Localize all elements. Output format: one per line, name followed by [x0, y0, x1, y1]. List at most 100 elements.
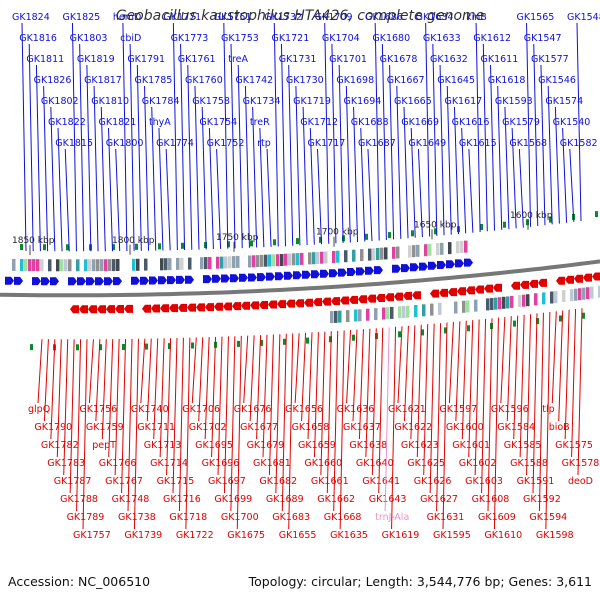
gene-label[interactable]: GK1637: [343, 422, 381, 433]
gene-label[interactable]: GK1578: [562, 458, 600, 469]
gene-label[interactable]: GK1785: [135, 75, 173, 86]
gene-label[interactable]: GK1695: [195, 440, 233, 451]
gene-label[interactable]: GK1731: [279, 54, 317, 65]
gene-label[interactable]: GK1791: [127, 54, 165, 65]
gene-label[interactable]: GK1754: [199, 117, 237, 128]
gene-label[interactable]: GK1713: [144, 440, 182, 451]
gene-label[interactable]: GK1649: [408, 138, 446, 149]
gene-label[interactable]: GK1702: [189, 422, 227, 433]
gene-label[interactable]: GK1621: [388, 404, 426, 415]
gene-label[interactable]: GK1719: [293, 96, 331, 107]
gene-label[interactable]: GK1667: [387, 75, 425, 86]
gene-label[interactable]: GK1594: [529, 512, 567, 523]
gene-label[interactable]: GK1661: [311, 476, 349, 487]
gene-label[interactable]: bioB: [549, 422, 570, 433]
gene-label[interactable]: GK1540: [553, 117, 591, 128]
gene-label[interactable]: GK1609: [478, 512, 516, 523]
gene-label[interactable]: GK1732: [264, 12, 302, 23]
gene-label[interactable]: GK1687: [358, 138, 396, 149]
gene-label[interactable]: GK1718: [169, 512, 207, 523]
gene-label[interactable]: GK1682: [259, 476, 297, 487]
gene-label[interactable]: thyA: [149, 117, 171, 128]
gene-label[interactable]: GK1623: [401, 440, 439, 451]
gene-label[interactable]: GK1722: [176, 530, 214, 541]
gene-label[interactable]: GK1615: [459, 138, 497, 149]
gene-label[interactable]: GK1626: [414, 476, 452, 487]
gene-label[interactable]: GK1678: [380, 54, 418, 65]
gene-label[interactable]: GK1783: [47, 458, 85, 469]
gene-label[interactable]: GK1619: [382, 530, 420, 541]
gene-label[interactable]: GK1612: [473, 33, 511, 44]
gene-label[interactable]: GK1730: [286, 75, 324, 86]
gene-label[interactable]: rtp: [257, 138, 271, 149]
gene-label[interactable]: GK1683: [272, 512, 310, 523]
gene-label[interactable]: GK1715: [157, 476, 195, 487]
gene-label[interactable]: GK1662: [317, 494, 355, 505]
gene-label[interactable]: GK1761: [178, 54, 216, 65]
gene-label[interactable]: GK1771: [163, 12, 201, 23]
gene-label[interactable]: GK1598: [536, 530, 574, 541]
gene-label[interactable]: GK1787: [54, 476, 92, 487]
gene-label[interactable]: GK1602: [459, 458, 497, 469]
gene-label[interactable]: GK1739: [124, 530, 162, 541]
gene-label[interactable]: GK1610: [484, 530, 522, 541]
gene-label[interactable]: GK1753: [221, 33, 259, 44]
gene-label[interactable]: GK1565: [517, 12, 555, 23]
gene-label[interactable]: GK1688: [351, 117, 389, 128]
gene-label[interactable]: GK1782: [41, 440, 79, 451]
gene-label[interactable]: GK1601: [452, 440, 490, 451]
gene-label[interactable]: GK1717: [308, 138, 346, 149]
gene-label[interactable]: GK1634: [416, 12, 454, 23]
gene-label[interactable]: GK1699: [214, 494, 252, 505]
gene-label[interactable]: GK1701: [329, 54, 367, 65]
gene-label[interactable]: GK1625: [407, 458, 445, 469]
gene-label[interactable]: GK1802: [41, 96, 79, 107]
gene-label[interactable]: GK1788: [60, 494, 98, 505]
gene-label[interactable]: GK1825: [62, 12, 100, 23]
gene-label[interactable]: GK1603: [465, 476, 503, 487]
gene-label[interactable]: GK1611: [481, 54, 519, 65]
gene-label[interactable]: GK1817: [84, 75, 122, 86]
gene-label[interactable]: GK1622: [394, 422, 432, 433]
gene-label[interactable]: GK1659: [298, 440, 336, 451]
gene-label[interactable]: GK1789: [67, 512, 105, 523]
gene-label[interactable]: GK1760: [185, 75, 223, 86]
gene-label[interactable]: GK1574: [545, 96, 583, 107]
gene-label[interactable]: GK1773: [171, 33, 209, 44]
gene-label[interactable]: GK1767: [105, 476, 143, 487]
gene-label[interactable]: GK1748: [112, 494, 150, 505]
gene-label[interactable]: treR: [250, 117, 270, 128]
gene-label[interactable]: GK1816: [19, 33, 57, 44]
gene-label[interactable]: GK1824: [12, 12, 50, 23]
gene-label[interactable]: GK1548: [567, 12, 600, 23]
gene-label[interactable]: GK1592: [523, 494, 561, 505]
gene-label[interactable]: GK1588: [510, 458, 548, 469]
gene-label[interactable]: GK1631: [427, 512, 465, 523]
gene-label[interactable]: GK1643: [369, 494, 407, 505]
gene-label[interactable]: GK1706: [182, 404, 220, 415]
gene-label[interactable]: GK1575: [555, 440, 593, 451]
gene-label[interactable]: pepT: [92, 440, 116, 451]
gene-label[interactable]: GK1593: [495, 96, 533, 107]
gene-label[interactable]: GK1633: [423, 33, 461, 44]
gene-label[interactable]: GK1738: [118, 512, 156, 523]
gene-label[interactable]: GK1547: [524, 33, 562, 44]
gene-label[interactable]: GK1656: [285, 404, 323, 415]
gene-label[interactable]: GK1676: [234, 404, 272, 415]
gene-label[interactable]: GK1675: [227, 530, 265, 541]
gene-label[interactable]: GK1665: [394, 96, 432, 107]
gene-label[interactable]: GK1740: [131, 404, 169, 415]
gene-label[interactable]: GK1757: [73, 530, 111, 541]
gene-label[interactable]: GK1721: [271, 33, 309, 44]
gene-label[interactable]: GK1635: [330, 530, 368, 541]
gene-label[interactable]: GK1568: [509, 138, 547, 149]
gene-label[interactable]: GK1591: [517, 476, 555, 487]
gene-label[interactable]: GK1668: [324, 512, 362, 523]
gene-label[interactable]: GK1803: [70, 33, 108, 44]
gene-label[interactable]: cbiD: [120, 33, 141, 44]
gene-label[interactable]: GK1826: [34, 75, 72, 86]
gene-label[interactable]: GK1600: [446, 422, 484, 433]
gene-label[interactable]: GK1811: [26, 54, 64, 65]
gene-label[interactable]: GK1734: [243, 96, 281, 107]
gene-label[interactable]: GK1617: [444, 96, 482, 107]
